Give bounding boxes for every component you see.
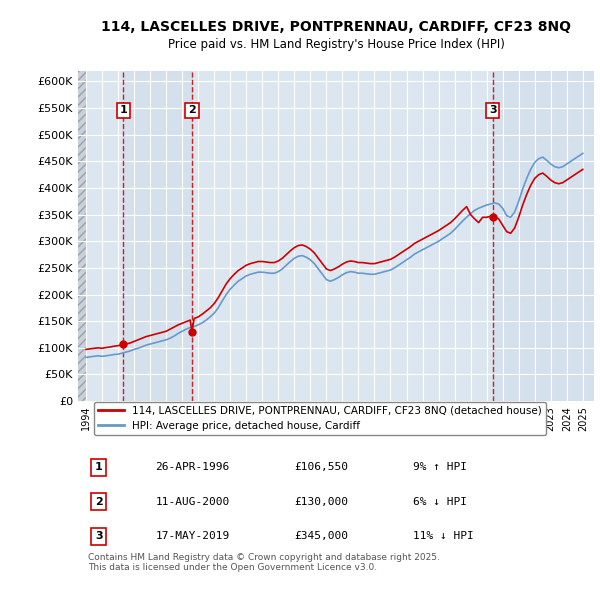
Text: 2: 2 xyxy=(188,106,196,116)
Text: 26-APR-1996: 26-APR-1996 xyxy=(155,462,230,472)
Text: Price paid vs. HM Land Registry's House Price Index (HPI): Price paid vs. HM Land Registry's House … xyxy=(167,38,505,51)
Text: 11% ↓ HPI: 11% ↓ HPI xyxy=(413,532,474,542)
Text: £130,000: £130,000 xyxy=(295,497,349,507)
Bar xyxy=(493,71,594,401)
Bar xyxy=(123,71,192,401)
Legend: 114, LASCELLES DRIVE, PONTPRENNAU, CARDIFF, CF23 8NQ (detached house), HPI: Aver: 114, LASCELLES DRIVE, PONTPRENNAU, CARDI… xyxy=(94,402,546,435)
Text: 114, LASCELLES DRIVE, PONTPRENNAU, CARDIFF, CF23 8NQ: 114, LASCELLES DRIVE, PONTPRENNAU, CARDI… xyxy=(101,19,571,34)
Text: 17-MAY-2019: 17-MAY-2019 xyxy=(155,532,230,542)
Text: 3: 3 xyxy=(95,532,103,542)
Text: £106,550: £106,550 xyxy=(295,462,349,472)
Text: Contains HM Land Registry data © Crown copyright and database right 2025.
This d: Contains HM Land Registry data © Crown c… xyxy=(88,553,440,572)
Text: 1: 1 xyxy=(95,462,103,472)
Text: 11-AUG-2000: 11-AUG-2000 xyxy=(155,497,230,507)
Text: 1: 1 xyxy=(119,106,127,116)
Text: 3: 3 xyxy=(489,106,497,116)
Text: 6% ↓ HPI: 6% ↓ HPI xyxy=(413,497,467,507)
Text: 2: 2 xyxy=(95,497,103,507)
Text: 9% ↑ HPI: 9% ↑ HPI xyxy=(413,462,467,472)
Text: £345,000: £345,000 xyxy=(295,532,349,542)
